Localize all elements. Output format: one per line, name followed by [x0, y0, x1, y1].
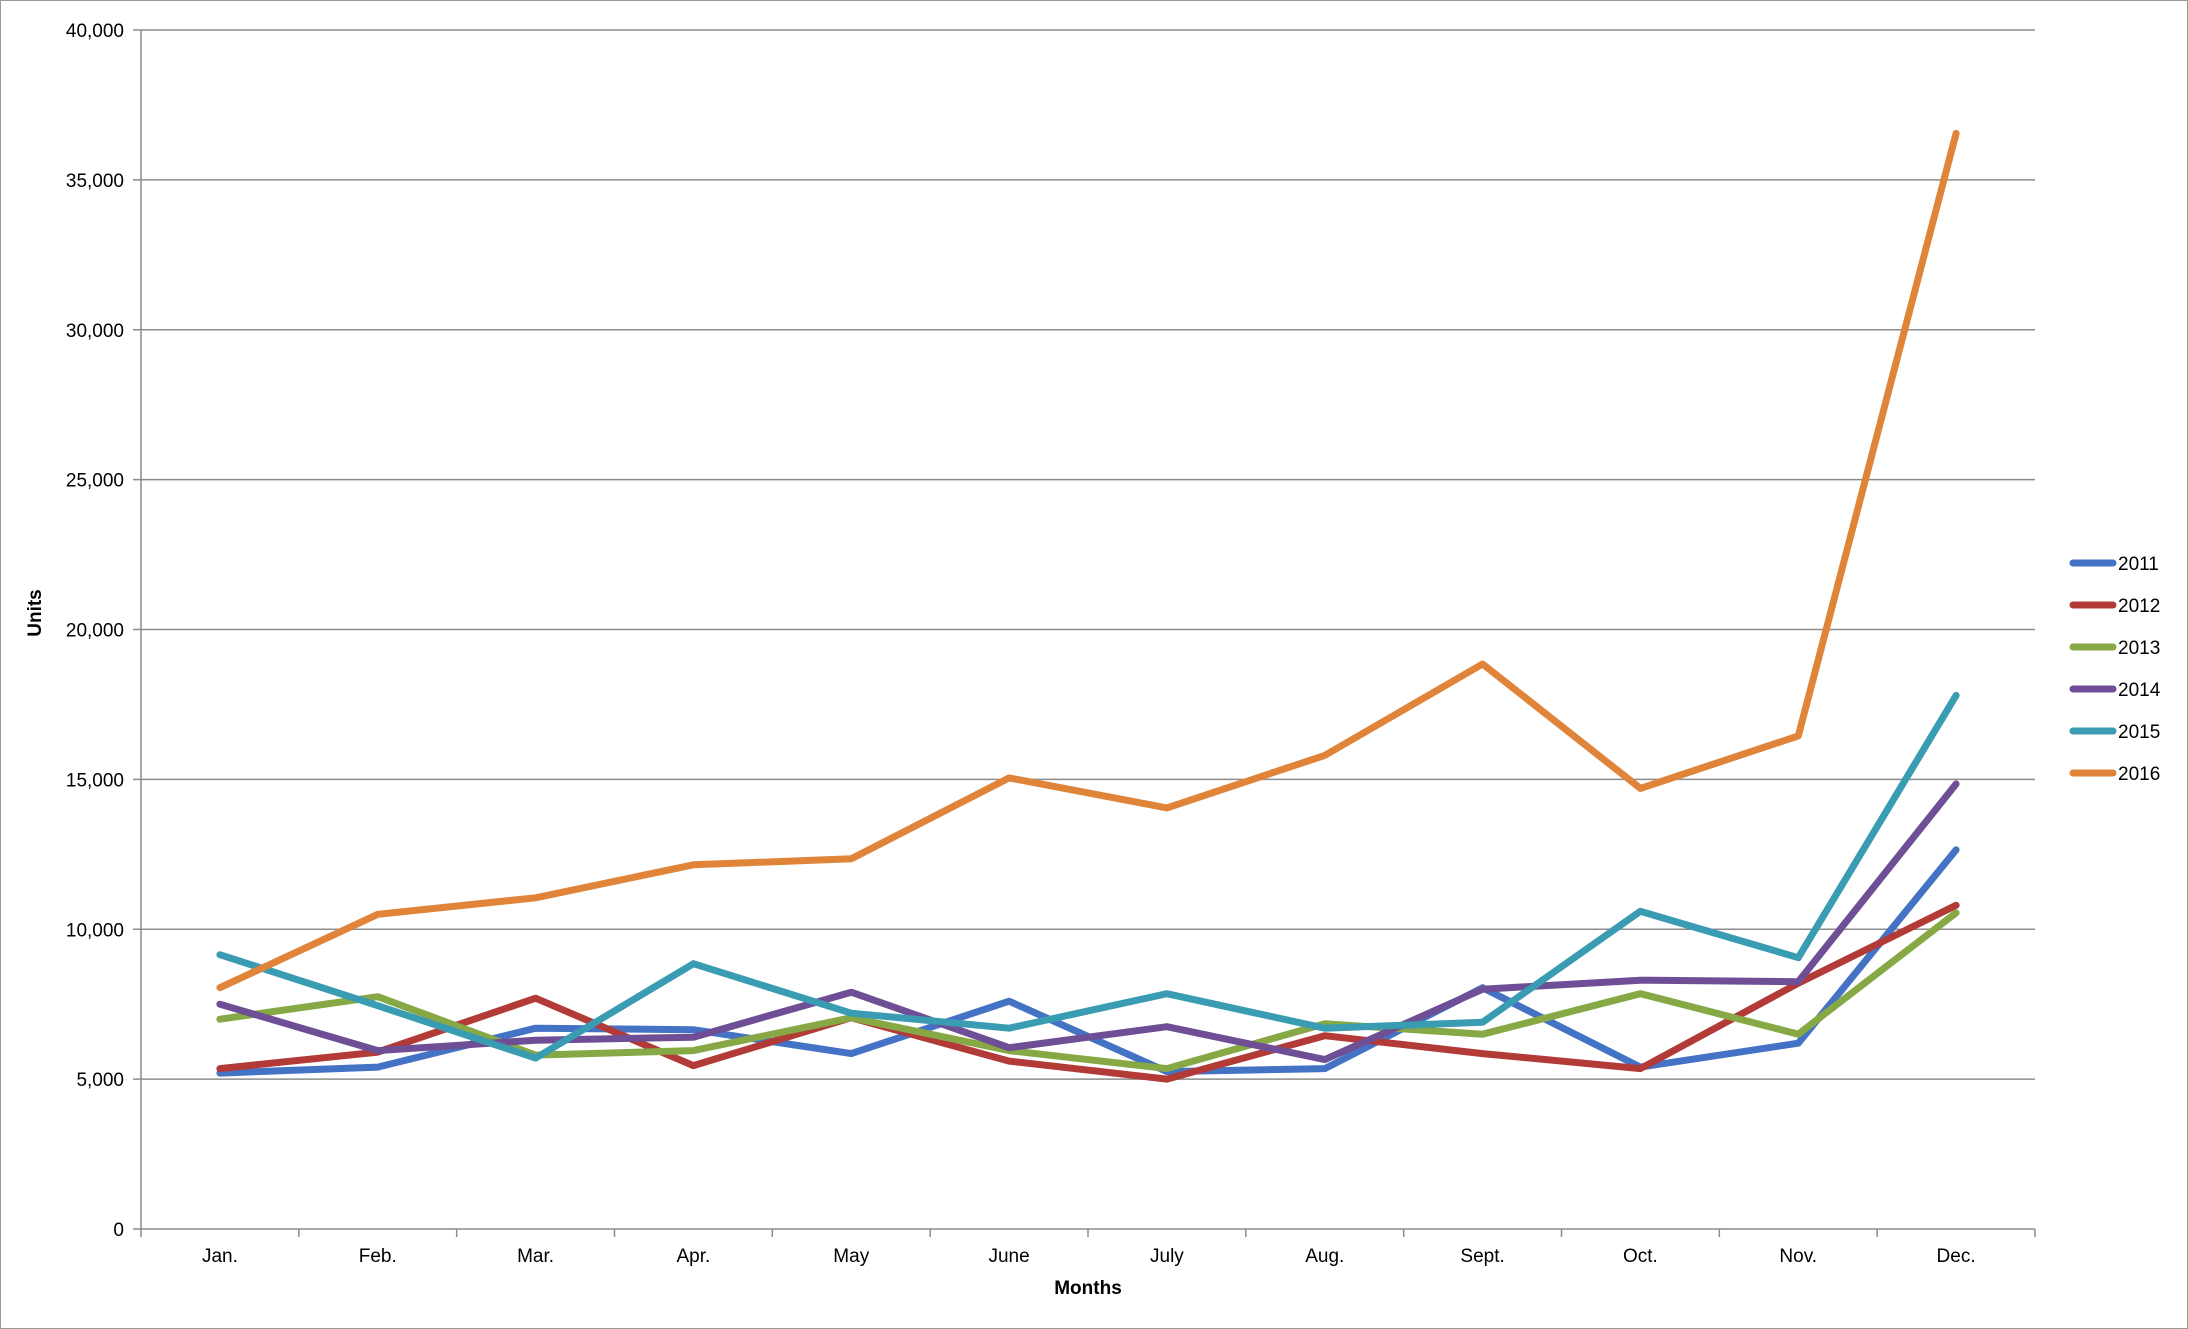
- series-line-2012: [216, 901, 1960, 1083]
- x-tick-label: Aug.: [1305, 1246, 1344, 1267]
- y-tick-label: 35,000: [66, 171, 124, 192]
- x-tick-label: Oct.: [1623, 1246, 1658, 1267]
- x-tick-label: May: [833, 1246, 869, 1267]
- y-tick-labels: 0 5,000 10,000 15,000 20,000 25,000 30,000 35,0…: [66, 21, 124, 1241]
- legend-label-2013: 2013: [2118, 638, 2160, 659]
- x-tick-label: July: [1150, 1246, 1184, 1267]
- legend-label-2014: 2014: [2118, 680, 2161, 701]
- series-lines: [216, 129, 1960, 1083]
- x-tick-label: Feb.: [359, 1246, 397, 1267]
- legend-label-2015: 2015: [2118, 722, 2160, 743]
- x-tick-label: Jan.: [202, 1246, 238, 1267]
- x-tick-label: Mar.: [517, 1246, 554, 1267]
- axes: [133, 29, 2036, 1237]
- y-tick-label: 0: [113, 1220, 124, 1241]
- x-axis-title: Months: [1054, 1278, 1122, 1299]
- legend-label-2011: 2011: [2118, 554, 2159, 575]
- legend: 2011 2012 2013 2014 2015 2016: [2069, 554, 2161, 785]
- x-tick-label: Nov.: [1779, 1246, 1817, 1267]
- x-tick-label: Sept.: [1460, 1246, 1504, 1267]
- x-tick-label: June: [988, 1246, 1029, 1267]
- y-tick-label: 40,000: [66, 21, 124, 42]
- y-tick-label: 20,000: [66, 621, 124, 642]
- y-axis-title: Units: [25, 589, 46, 637]
- series-line-2015: [216, 691, 1960, 1062]
- y-tick-label: 30,000: [66, 321, 124, 342]
- y-tick-label: 5,000: [76, 1070, 124, 1091]
- x-tick-label: Dec.: [1937, 1246, 1976, 1267]
- series-line-2014: [216, 780, 1960, 1064]
- y-tick-label: 25,000: [66, 471, 124, 492]
- x-tick-label: Apr.: [677, 1246, 711, 1267]
- legend-label-2012: 2012: [2118, 596, 2160, 617]
- y-tick-label: 10,000: [66, 920, 124, 941]
- legend-label-2016: 2016: [2118, 764, 2160, 785]
- y-tick-label: 15,000: [66, 770, 124, 791]
- gridlines: [141, 29, 2035, 1080]
- series-line-2016: [216, 129, 1960, 992]
- x-tick-labels: Jan. Feb. Mar. Apr. May June July Aug. Sept. Oct.…: [202, 1246, 1976, 1267]
